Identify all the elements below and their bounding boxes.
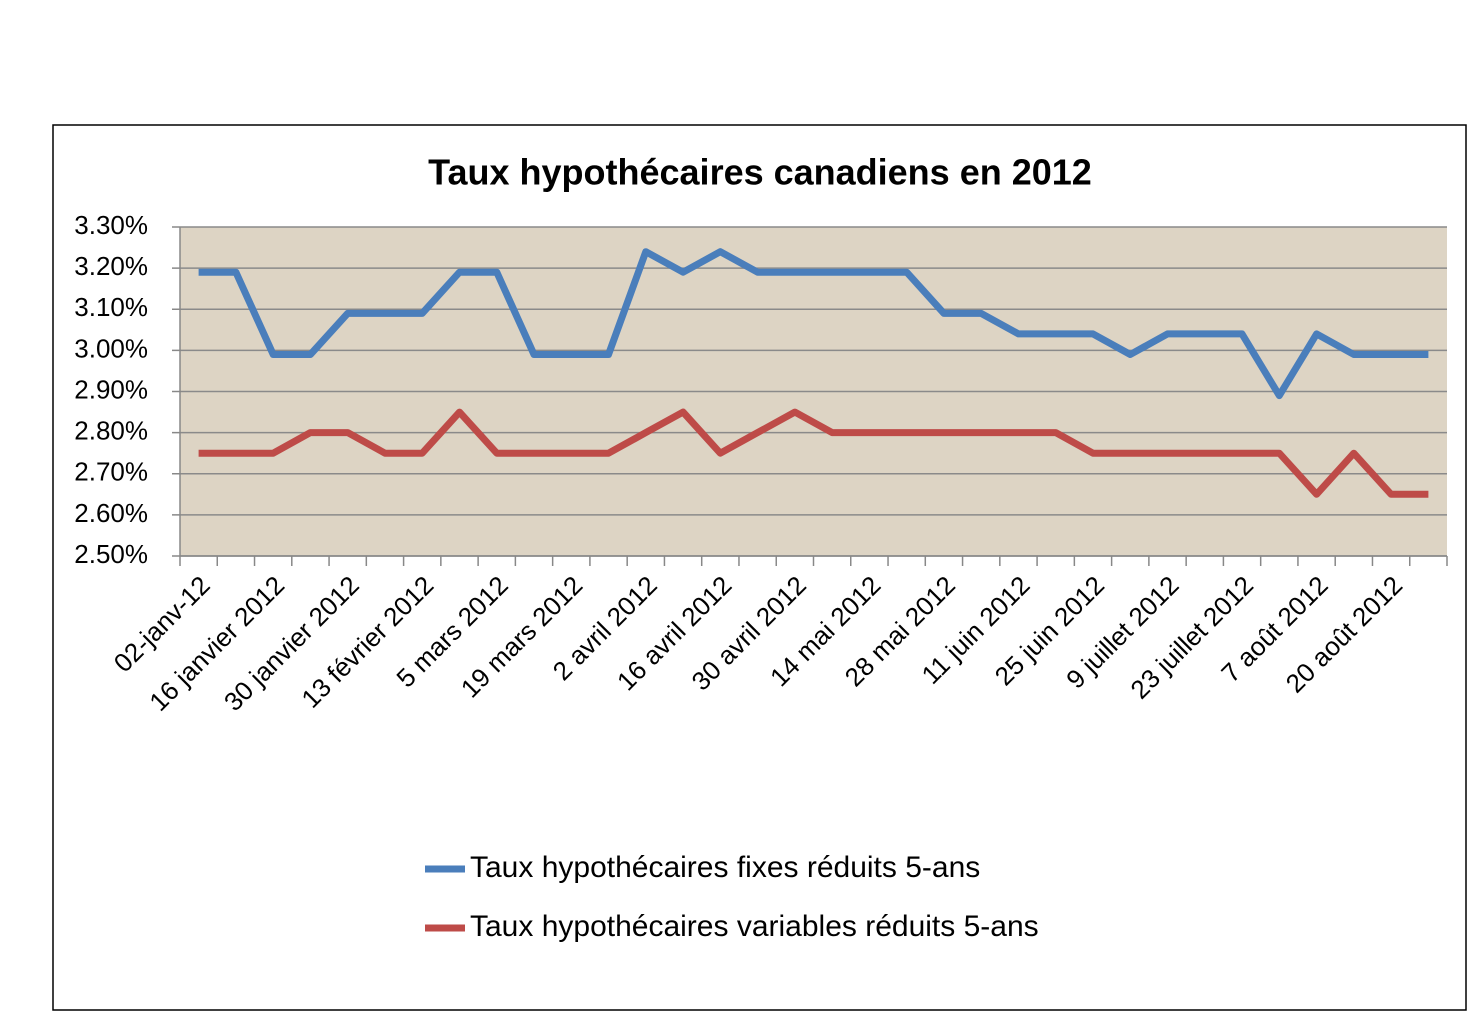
y-tick-label: 2.60% <box>74 498 148 528</box>
y-tick-label: 3.20% <box>74 251 148 281</box>
y-tick-label: 2.70% <box>74 457 148 487</box>
line-series <box>198 248 1429 400</box>
legend-label: Taux hypothécaires fixes réduits 5-ans <box>470 851 980 884</box>
y-tick-label: 3.30% <box>74 210 148 240</box>
y-tick-label: 3.00% <box>74 333 148 363</box>
y-tick-label: 2.90% <box>74 374 148 404</box>
line-series <box>198 408 1429 498</box>
y-tick-label: 2.50% <box>74 539 148 569</box>
chart-title: Taux hypothécaires canadiens en 2012 <box>428 152 1092 193</box>
legend-label: Taux hypothécaires variables réduits 5-a… <box>470 910 1039 943</box>
y-tick-label: 3.10% <box>74 292 148 322</box>
y-tick-label: 2.80% <box>74 416 148 446</box>
